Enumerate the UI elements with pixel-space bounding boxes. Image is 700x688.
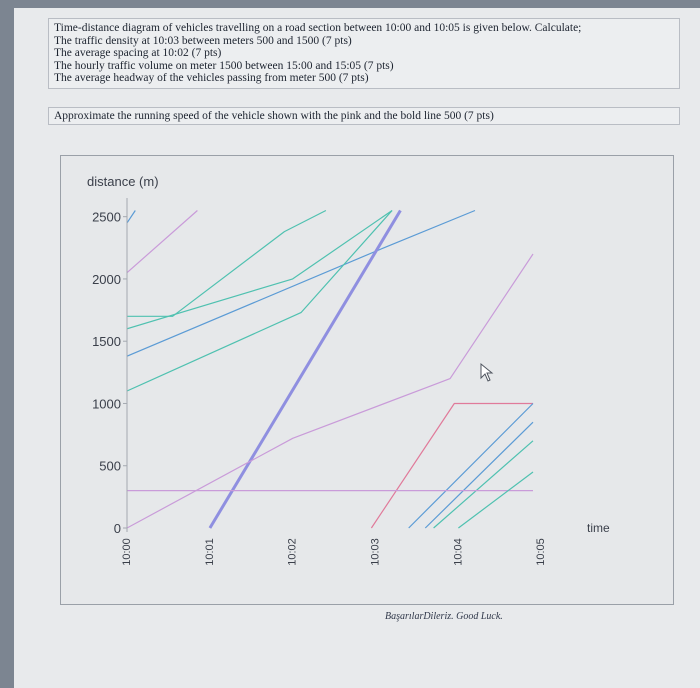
- x-tick-label: 10:03: [369, 538, 381, 566]
- x-tick-label: 10:02: [287, 538, 299, 566]
- question-box: Time-distance diagram of vehicles travel…: [48, 18, 680, 89]
- x-tick-label: 10:04: [452, 538, 464, 566]
- question-3: The hourly traffic volume on meter 1500 …: [54, 59, 394, 72]
- vehicle-trajectory-1: [126, 210, 136, 224]
- question-1: The traffic density at 10:03 between met…: [54, 34, 352, 47]
- x-tick-label: 10:01: [204, 538, 216, 566]
- y-tick-label: 2500: [92, 210, 121, 225]
- y-axis-label: distance (m): [87, 174, 159, 189]
- vehicle-trajectory-12: [433, 440, 534, 529]
- question-intro: Time-distance diagram of vehicles travel…: [54, 22, 582, 34]
- vehicle-trajectory-3: [127, 209, 327, 317]
- vehicle-trajectory-5: [126, 210, 393, 392]
- cursor-arrow-icon: [480, 362, 494, 382]
- question-4: The average headway of the vehicles pass…: [54, 72, 369, 84]
- x-axis-label: time: [587, 521, 610, 535]
- vehicle-trajectory-6: [126, 210, 393, 330]
- question-2: The average spacing at 10:02 (7 pts): [54, 47, 222, 59]
- vehicle-trajectory-9: [370, 402, 533, 529]
- vehicle-trajectory-2: [126, 210, 198, 274]
- x-tick-label: 10:00: [121, 538, 133, 566]
- y-tick-label: 500: [99, 459, 121, 474]
- chart-frame: 0 500 1000 1500 2000 2500 10:00 10:01 10:02 10:0…: [60, 155, 674, 605]
- approx-question: Approximate the running speed of the veh…: [48, 107, 680, 125]
- x-tick-label: 10:05: [535, 538, 547, 566]
- y-tick-label: 0: [114, 521, 121, 536]
- vehicle-trajectory-10: [408, 403, 534, 529]
- footer-note: BaşarılarDileriz. Good Luck.: [385, 611, 503, 622]
- vehicle-trajectory-14: [458, 471, 534, 529]
- y-tick-label: 2000: [92, 272, 121, 287]
- y-tick-label: 1000: [92, 396, 121, 411]
- vehicle-trajectory-4: [126, 209, 476, 357]
- y-tick-label: 1500: [92, 334, 121, 349]
- vehicle-trajectory-7: [208, 209, 402, 529]
- vehicle-trajectory-8: [126, 253, 534, 529]
- time-distance-chart: 0 500 1000 1500 2000 2500 10:00 10:01 10:02 10:0…: [87, 174, 610, 566]
- vehicle-trajectory-11: [424, 421, 534, 529]
